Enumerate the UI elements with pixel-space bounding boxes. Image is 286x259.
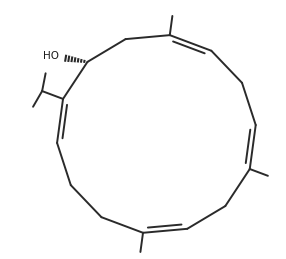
Text: HO: HO bbox=[43, 51, 59, 61]
